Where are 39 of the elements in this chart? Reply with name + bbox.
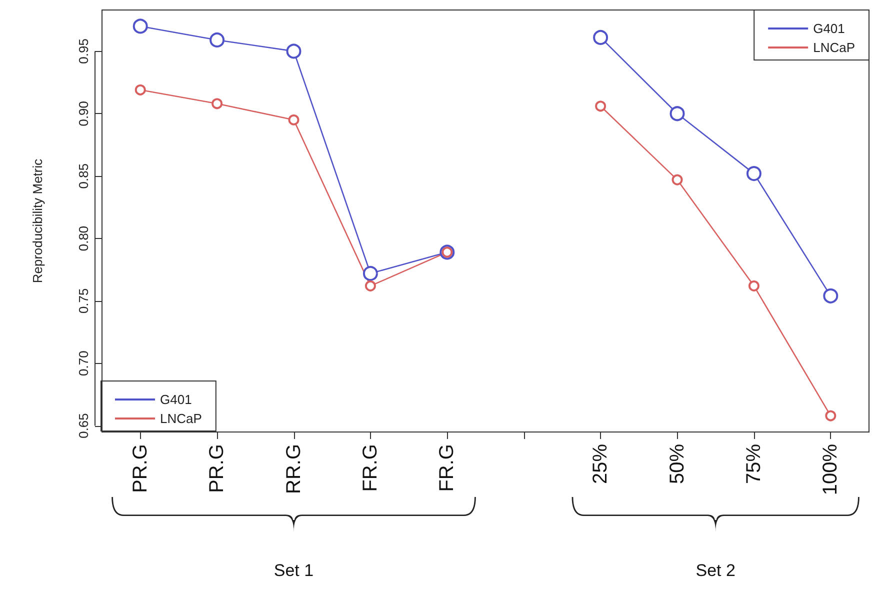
point — [670, 106, 685, 122]
point — [825, 410, 836, 422]
y-axis-title: Reproducibility Metric — [30, 158, 45, 284]
y-tick-label: 0.95 — [76, 38, 91, 64]
point — [364, 280, 376, 292]
y-tick-label: 0.75 — [76, 288, 91, 314]
legend-label: G401 — [813, 21, 845, 36]
x-tick-label: PR.G — [206, 444, 228, 493]
point — [288, 114, 300, 126]
point — [672, 174, 683, 186]
point — [286, 44, 302, 59]
y-tick-label: 0.70 — [76, 350, 91, 376]
point — [134, 84, 146, 96]
text: G401 — [160, 392, 192, 407]
point — [132, 18, 148, 34]
point — [746, 166, 762, 182]
y-tick-label: 0.80 — [76, 226, 91, 252]
point — [595, 100, 606, 112]
x-tick-label: RR.G — [282, 444, 305, 494]
x-tick-label: 25% — [590, 444, 612, 484]
text: Set 1 — [274, 561, 314, 580]
y-tick-label: 0.85 — [76, 163, 91, 189]
x-tick-label: FR.G — [359, 444, 382, 492]
point — [210, 32, 225, 48]
point — [748, 280, 760, 292]
point — [212, 98, 223, 110]
x-tick-label: PR.G — [129, 444, 152, 493]
point — [362, 266, 378, 281]
y-tick-label: 0.65 — [76, 413, 91, 438]
point — [593, 30, 608, 45]
text: Set 2 — [696, 561, 736, 580]
point — [823, 288, 838, 304]
legend-label: LNCaP — [160, 411, 202, 426]
x-tick-label: 100% — [820, 444, 842, 496]
x-tick-label: 50% — [666, 444, 688, 484]
x-tick-label: 75% — [742, 444, 765, 484]
x-tick-label: FR.G — [436, 444, 458, 492]
y-tick-label: 0.90 — [76, 100, 91, 126]
text: LNCaP — [813, 40, 856, 55]
